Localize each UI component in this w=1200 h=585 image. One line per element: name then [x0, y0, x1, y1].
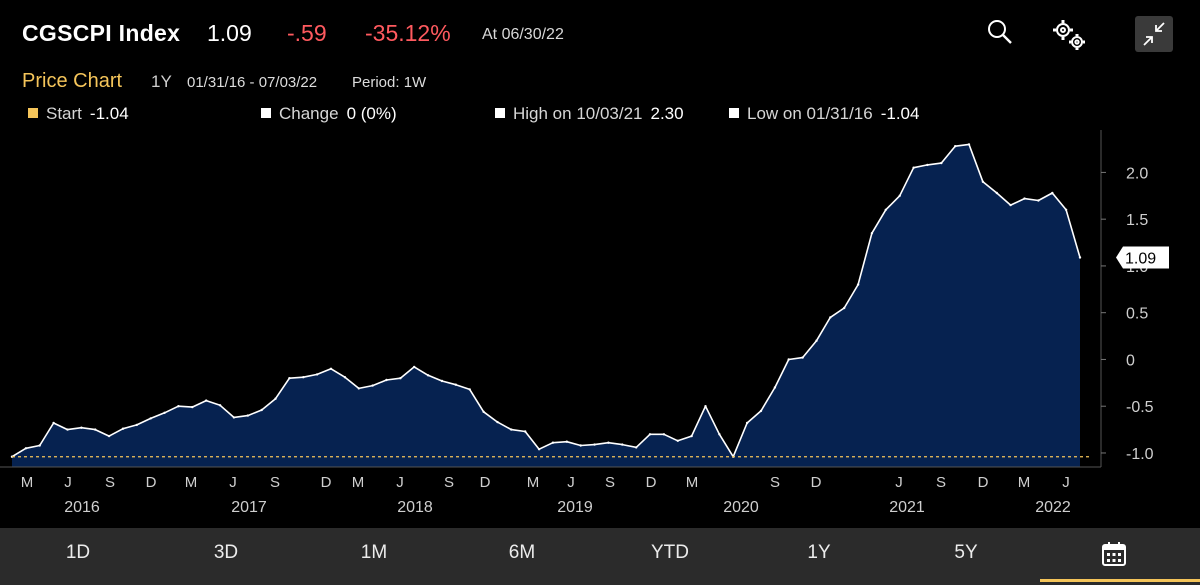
settings-gears-icon[interactable]: [1049, 16, 1089, 56]
x-year-label: 2017: [231, 499, 267, 516]
x-month-label: J: [1062, 474, 1070, 491]
x-month-label: D: [321, 474, 332, 491]
x-month-label: J: [64, 474, 72, 491]
stat-change-value: 0 (0%): [346, 104, 397, 123]
calendar-icon[interactable]: [1101, 541, 1127, 572]
y-tick-label: 1.5: [1126, 212, 1148, 229]
last-price: 1.09: [207, 20, 252, 46]
x-month-label: S: [270, 474, 280, 491]
stat-high-value: 2.30: [650, 104, 684, 123]
high-marker: [495, 108, 505, 118]
range-1y-button[interactable]: 1Y: [151, 72, 172, 91]
y-tick-label: 2.0: [1126, 165, 1148, 182]
x-month-label: M: [527, 474, 540, 491]
date-range[interactable]: 01/31/16 - 07/03/22: [187, 74, 318, 91]
x-year-label: 2018: [397, 499, 433, 516]
x-month-label: J: [396, 474, 404, 491]
series-line: [11, 143, 1081, 458]
series-area: [12, 144, 1080, 467]
y-tick-label: 0: [1126, 352, 1135, 369]
period-selector[interactable]: Period: 1W: [352, 74, 427, 91]
x-year-label: 2016: [64, 499, 100, 516]
y-tick-label: -0.5: [1126, 399, 1154, 416]
change-marker: [261, 108, 271, 118]
stat-change-label: Change: [279, 104, 339, 123]
ticker-title: CGSCPI Index: [22, 20, 181, 46]
stat-start-value: -1.04: [89, 104, 129, 123]
price-change-percent: -35.12%: [365, 20, 451, 46]
stat-high: High on 10/03/21 2.30: [495, 104, 684, 124]
start-marker: [28, 108, 38, 118]
x-month-label: S: [936, 474, 946, 491]
as-of-date: At 06/30/22: [482, 26, 564, 43]
last-value-tag: [1116, 246, 1169, 269]
x-month-label: J: [567, 474, 575, 491]
tab-1y[interactable]: 1Y: [807, 542, 831, 563]
low-marker: [729, 108, 739, 118]
stat-start: Start -1.04: [28, 104, 129, 124]
x-month-label: M: [185, 474, 198, 491]
x-month-label: D: [146, 474, 157, 491]
x-year-label: 2021: [889, 499, 925, 516]
x-month-label: D: [480, 474, 491, 491]
x-month-label: J: [229, 474, 237, 491]
x-month-label: D: [811, 474, 822, 491]
stat-low-value: -1.04: [880, 104, 920, 123]
x-year-label: 2022: [1035, 499, 1071, 516]
x-month-label: S: [605, 474, 615, 491]
range-tab-bar: 1D 3D 1M 6M YTD 1Y 5Y: [0, 528, 1200, 585]
stat-start-label: Start: [46, 104, 82, 123]
x-month-label: D: [978, 474, 989, 491]
tab-6m[interactable]: 6M: [508, 542, 536, 563]
x-month-label: S: [770, 474, 780, 491]
price-chart[interactable]: 2.01.51.00.50-0.5-1.01.09 MJSDMJSDMJSDMJ…: [0, 130, 1200, 525]
x-month-label: D: [646, 474, 657, 491]
x-month-label: S: [444, 474, 454, 491]
y-tick-label: 0.5: [1126, 306, 1148, 323]
price-change: -.59: [287, 20, 327, 46]
collapse-arrows-icon[interactable]: [1135, 16, 1173, 52]
last-value-label: 1.09: [1125, 251, 1156, 268]
y-tick-label: -1.0: [1126, 446, 1154, 463]
stat-change: Change 0 (0%): [261, 104, 397, 124]
x-year-label: 2019: [557, 499, 593, 516]
tab-1m[interactable]: 1M: [360, 542, 388, 563]
stat-low-label: Low on 01/31/16: [747, 104, 873, 123]
price-chart-title: Price Chart: [22, 70, 123, 92]
x-month-label: M: [686, 474, 699, 491]
stat-high-label: High on 10/03/21: [513, 104, 643, 123]
stat-low: Low on 01/31/16 -1.04: [729, 104, 919, 124]
x-month-label: M: [1018, 474, 1031, 491]
tab-3d[interactable]: 3D: [213, 542, 239, 563]
x-month-label: S: [105, 474, 115, 491]
tab-5y[interactable]: 5Y: [954, 542, 978, 563]
tab-ytd[interactable]: YTD: [651, 542, 689, 563]
active-tab-indicator: [1040, 579, 1200, 582]
x-month-label: M: [21, 474, 34, 491]
x-month-label: J: [895, 474, 903, 491]
x-year-label: 2020: [723, 499, 759, 516]
chart-header: CGSCPI Index 1.09 -.59 -35.12% At 06/30/…: [0, 0, 1200, 66]
tab-1d[interactable]: 1D: [65, 542, 91, 563]
search-icon[interactable]: [984, 16, 1018, 50]
x-month-label: M: [352, 474, 365, 491]
